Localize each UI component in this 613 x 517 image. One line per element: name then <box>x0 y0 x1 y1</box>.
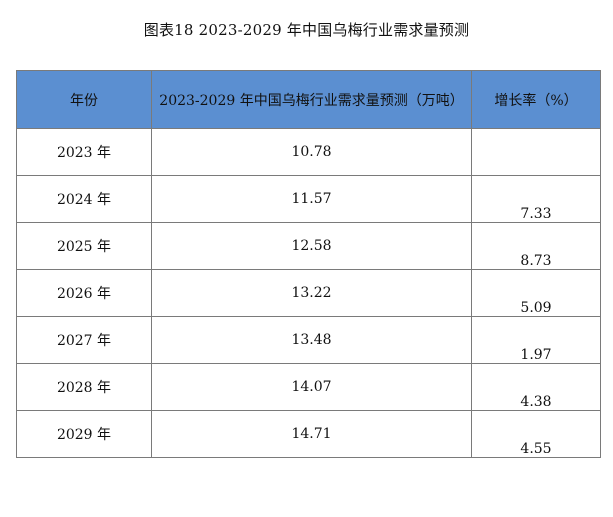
table-row: 2024 年 11.57 7.33 <box>16 175 601 223</box>
cell-demand: 14.71 <box>151 410 472 458</box>
table-row: 2029 年 14.71 4.55 <box>16 410 601 458</box>
cell-growth <box>471 128 601 176</box>
cell-year: 2025 年 <box>16 222 152 270</box>
table-header-row: 年份 2023-2029 年中国乌梅行业需求量预测（万吨） 增长率（%） <box>16 70 601 129</box>
header-demand: 2023-2029 年中国乌梅行业需求量预测（万吨） <box>151 70 472 129</box>
cell-demand: 13.22 <box>151 269 472 317</box>
cell-year: 2029 年 <box>16 410 152 458</box>
cell-demand: 11.57 <box>151 175 472 223</box>
cell-growth: 8.73 <box>471 222 601 270</box>
cell-year: 2023 年 <box>16 128 152 176</box>
header-growth: 增长率（%） <box>471 70 601 129</box>
header-year: 年份 <box>16 70 152 129</box>
cell-year: 2026 年 <box>16 269 152 317</box>
cell-year: 2028 年 <box>16 363 152 411</box>
cell-growth: 1.97 <box>471 316 601 364</box>
table-row: 2028 年 14.07 4.38 <box>16 363 601 411</box>
cell-demand: 14.07 <box>151 363 472 411</box>
cell-year: 2027 年 <box>16 316 152 364</box>
cell-demand: 12.58 <box>151 222 472 270</box>
demand-forecast-table: 年份 2023-2029 年中国乌梅行业需求量预测（万吨） 增长率（%） 202… <box>16 70 601 458</box>
cell-growth: 7.33 <box>471 175 601 223</box>
cell-demand: 13.48 <box>151 316 472 364</box>
table-caption: 图表18 2023-2029 年中国乌梅行业需求量预测 <box>143 21 470 39</box>
table-row: 2026 年 13.22 5.09 <box>16 269 601 317</box>
cell-year: 2024 年 <box>16 175 152 223</box>
table-row: 2023 年 10.78 <box>16 128 601 176</box>
table-row: 2027 年 13.48 1.97 <box>16 316 601 364</box>
cell-growth: 4.55 <box>471 410 601 458</box>
cell-growth: 4.38 <box>471 363 601 411</box>
cell-growth: 5.09 <box>471 269 601 317</box>
cell-demand: 10.78 <box>151 128 472 176</box>
table-row: 2025 年 12.58 8.73 <box>16 222 601 270</box>
